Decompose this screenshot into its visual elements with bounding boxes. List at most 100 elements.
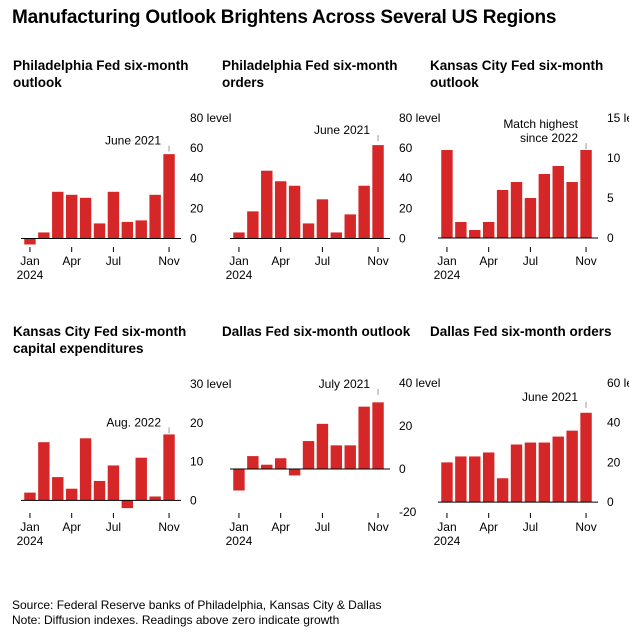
bar: [288, 185, 301, 239]
annotation-label: June 2021: [522, 390, 578, 404]
bar: [496, 478, 509, 503]
bar: [482, 222, 495, 238]
bar: [566, 182, 578, 238]
y-tick-label: 15 level: [607, 111, 629, 125]
bar: [344, 445, 356, 469]
bar: [52, 477, 64, 501]
chart-title: Kansas City Fed six-month outlook: [430, 58, 604, 90]
y-tick-label: 0: [190, 493, 197, 507]
bar: [163, 154, 175, 239]
y-tick-label: 80 level: [399, 111, 440, 125]
chart-panel-kc-outlook: Kansas City Fed six-month outlook 0 5 10 15…: [430, 57, 629, 307]
bar: [330, 445, 343, 469]
x-tick-label: Nov: [158, 520, 179, 534]
x-tick-label: Jan 2024: [17, 520, 44, 548]
bar: [121, 500, 134, 509]
x-tick-label: Nov: [367, 254, 388, 268]
bar: [482, 452, 495, 503]
annotation-label: July 2021: [319, 377, 371, 391]
bar: [38, 232, 50, 239]
bar: [233, 232, 245, 239]
bar: [524, 442, 537, 503]
x-tick-label: Jul: [106, 520, 121, 534]
bar: [261, 464, 273, 469]
bar: [455, 222, 467, 238]
bar: [38, 442, 50, 501]
bar: [121, 221, 134, 239]
bar: [107, 465, 120, 501]
y-tick-label: 0: [190, 231, 197, 245]
bar: [330, 232, 343, 239]
x-tick-label: Nov: [575, 520, 596, 534]
x-tick-label: Jan 2024: [434, 520, 461, 548]
x-tick-label: Jul: [315, 254, 330, 268]
bar: [24, 238, 36, 245]
annotation-label: Aug. 2022: [106, 415, 161, 429]
chart-title: Dallas Fed six-month outlook: [222, 324, 411, 339]
x-tick-label: Jan 2024: [226, 254, 253, 282]
bar: [93, 480, 106, 501]
x-tick-label: Nov: [367, 520, 388, 534]
bar: [552, 436, 564, 503]
y-tick-label: 40 level: [399, 376, 440, 390]
bar: [344, 214, 356, 239]
bar: [358, 406, 370, 469]
bar: [261, 170, 273, 239]
bar: [65, 194, 78, 239]
methodology-note: Note: Diffusion indexes. Readings above …: [12, 613, 340, 627]
chart-panel-philly-orders: Philadelphia Fed six-month orders 0 20 40 6…: [222, 57, 441, 307]
x-tick-label: Nov: [575, 254, 596, 268]
chart-title: Kansas City Fed six-month capital expend…: [13, 324, 187, 356]
y-tick-label: 20: [190, 416, 204, 430]
chart-panel-dallas-orders: Dallas Fed six-month orders 0 20 40 60 leve…: [430, 323, 629, 573]
bar: [247, 211, 259, 239]
annotation-label: June 2021: [105, 134, 161, 148]
bar: [135, 457, 147, 501]
x-tick-label: Apr: [62, 520, 81, 534]
annotation-label: Match highest since 2022: [503, 117, 578, 145]
y-tick-label: 40: [190, 171, 204, 185]
chart-panel-dallas-outlook: Dallas Fed six-month outlook -20 0 20 40 le…: [222, 323, 441, 573]
bar: [524, 198, 537, 238]
y-tick-label: 20: [399, 419, 413, 433]
y-tick-label: 10: [607, 151, 621, 165]
y-tick-label: 0: [399, 231, 406, 245]
x-tick-label: Apr: [62, 254, 81, 268]
y-tick-label: 30 level: [190, 377, 231, 391]
bar: [538, 442, 551, 503]
y-tick-label: 60 level: [607, 376, 629, 390]
x-tick-label: Jan 2024: [226, 520, 253, 548]
chart-panel-philly-outlook: Philadelphia Fed six-month outlook 0 20 40…: [13, 57, 232, 307]
bar: [372, 145, 384, 239]
bar: [135, 220, 147, 239]
source-note: Source: Federal Reserve banks of Philade…: [12, 598, 382, 612]
chart-title: Dallas Fed six-month orders: [430, 324, 612, 339]
bar: [552, 166, 564, 238]
y-tick-label: 10: [190, 455, 204, 469]
x-tick-label: Jan 2024: [434, 254, 461, 282]
bar-chart: 0 20 40 60 80 level Jan 2024 Apr Jul Nov June 2021: [17, 111, 232, 282]
bar: [469, 230, 481, 238]
x-tick-label: Apr: [479, 520, 498, 534]
bar: [441, 150, 453, 238]
y-tick-label: 40: [607, 416, 621, 430]
x-tick-label: Jul: [523, 520, 538, 534]
bar: [65, 488, 78, 501]
bar: [372, 402, 384, 469]
bar: [149, 496, 161, 501]
bar: [274, 458, 287, 469]
bar: [496, 190, 509, 238]
y-tick-label: 0: [399, 462, 406, 476]
bar: [302, 223, 315, 239]
bar: [233, 469, 245, 491]
bar: [163, 434, 175, 501]
bar-chart: -20 0 20 40 level Jan 2024 Apr Jul Nov July 2021: [226, 376, 441, 548]
annotation-label: June 2021: [314, 123, 370, 137]
bar: [149, 194, 161, 239]
bar-chart: 0 10 20 30 level Jan 2024 Apr Jul Nov Aug. 2022: [17, 377, 232, 548]
bar: [247, 456, 259, 469]
bar-chart: 0 20 40 60 80 level Jan 2024 Apr Jul Nov June 2021: [226, 111, 441, 282]
bar: [52, 191, 64, 239]
bar: [316, 199, 329, 239]
